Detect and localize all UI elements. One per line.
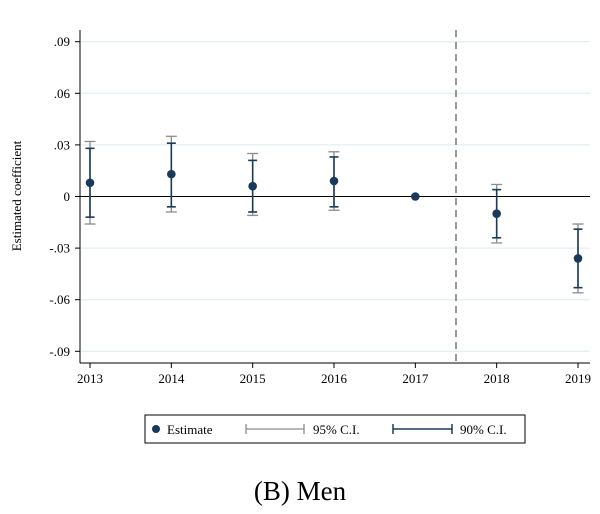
y-tick-label: -.06 — [49, 292, 70, 307]
estimate-point — [167, 169, 176, 179]
legend-box — [144, 414, 526, 444]
x-ticks: 2013 2014 2015 2016 2017 2018 2019 — [77, 363, 591, 386]
y-axis-title: Estimated coefficient — [9, 140, 24, 251]
y-ticks: .09 .06 .03 0 -.03 -.06 -.09 — [49, 34, 80, 359]
estimate-point — [411, 192, 420, 201]
x-tick-label: 2014 — [158, 371, 185, 386]
x-tick-label: 2019 — [565, 371, 591, 386]
estimate-point — [492, 209, 501, 218]
legend-ci90-symbol — [392, 424, 453, 434]
y-tick-label: .03 — [54, 137, 70, 152]
data-marks — [84, 135, 584, 294]
y-tick-label: 0 — [64, 189, 71, 204]
x-tick-label: 2015 — [240, 371, 266, 386]
x-tick-label: 2016 — [321, 371, 348, 386]
y-tick-label: .06 — [54, 86, 71, 101]
legend-ci95-label: 95% C.I. — [313, 422, 360, 437]
figure-caption: (B) Men — [253, 476, 347, 506]
legend-ci90-label: 90% C.I. — [460, 422, 507, 437]
y-tick-label: -.03 — [49, 241, 70, 256]
legend: Estimate 95% C.I. 90% C.I. — [144, 414, 526, 444]
chart: .09.06.030-.03-.06-.09 2013 2014 2015 2016 2… — [9, 30, 591, 444]
estimate-point — [85, 178, 95, 188]
y-tick-label: -.09 — [49, 344, 70, 359]
x-tick-label: 2013 — [77, 371, 103, 386]
x-tick-label: 2017 — [402, 371, 429, 386]
x-tick-label: 2018 — [484, 371, 510, 386]
legend-estimate-symbol — [152, 425, 160, 433]
estimate-point — [573, 254, 583, 263]
estimate-point — [248, 181, 257, 191]
legend-ci95-symbol — [245, 424, 305, 434]
grid-lines — [81, 41, 590, 352]
reference-lines — [80, 30, 590, 363]
estimate-point — [329, 176, 339, 186]
y-tick-label: .09 — [54, 34, 70, 49]
legend-estimate-label: Estimate — [167, 422, 213, 437]
